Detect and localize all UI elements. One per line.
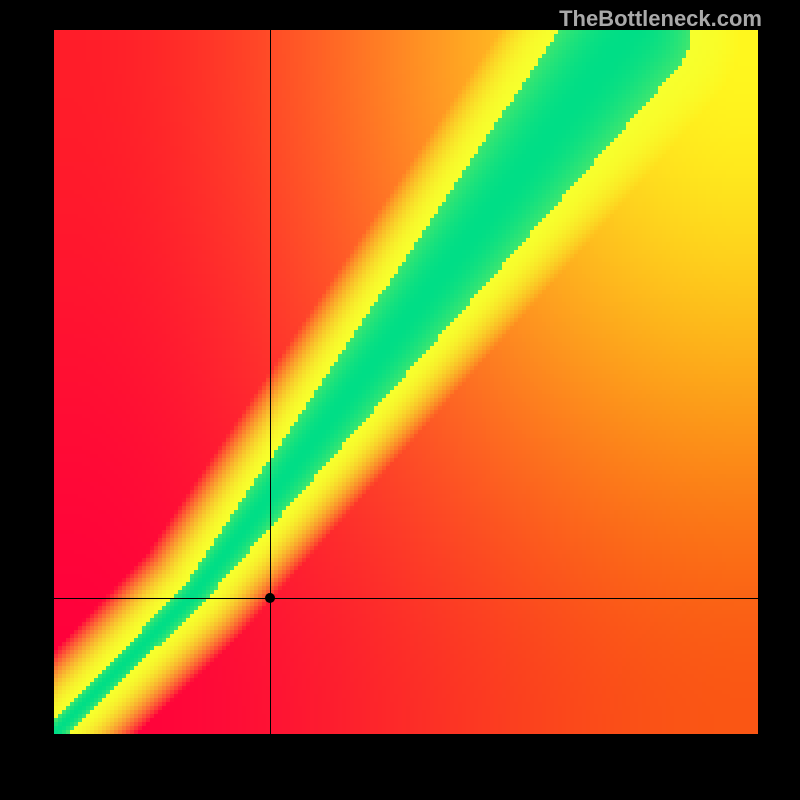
heatmap-plot <box>54 30 758 734</box>
watermark-text: TheBottleneck.com <box>559 6 762 32</box>
heatmap-canvas <box>54 30 758 734</box>
